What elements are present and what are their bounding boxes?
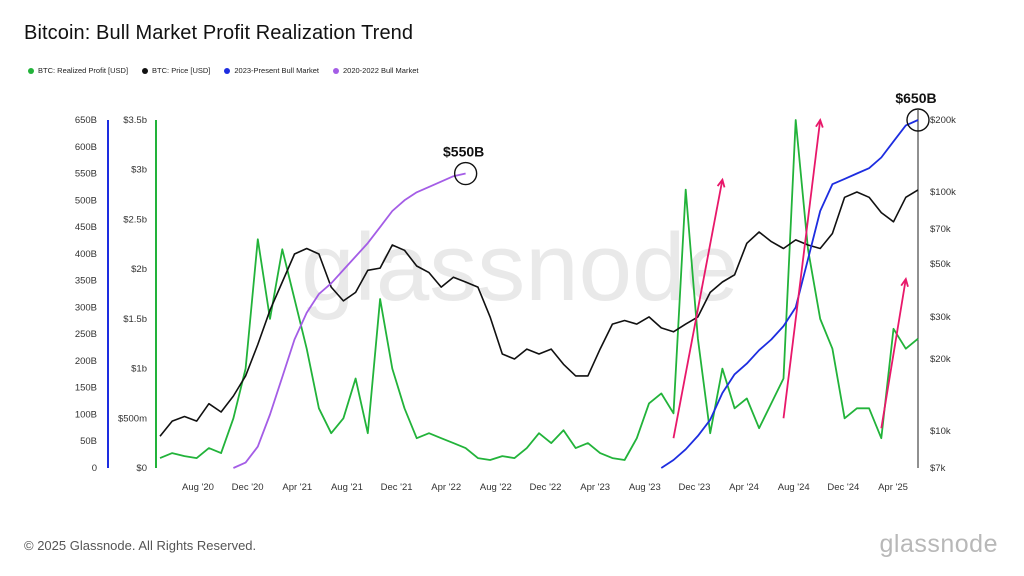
- annotation-label-1: $550B: [443, 144, 484, 160]
- realized-profit-tick-label: $2.5b: [123, 214, 147, 225]
- legend-swatch-bull-2020: [333, 67, 339, 74]
- chart-title: Bitcoin: Bull Market Profit Realization …: [24, 22, 414, 44]
- trend-arrow-1: [672, 179, 724, 439]
- trend-arrow-head-3: [900, 277, 909, 288]
- x-tick-label: Dec '23: [678, 482, 710, 493]
- legend-label-realized-profit: BTC: Realized Profit [USD]: [38, 66, 129, 75]
- legend-item-bull-2020[interactable]: 2020-2022 Bull Market: [333, 66, 418, 75]
- annotation-circle-2: [906, 108, 930, 132]
- legend-item-realized-profit[interactable]: BTC: Realized Profit [USD]: [28, 66, 128, 75]
- cumulative-tick-label: 600B: [75, 142, 97, 153]
- realized-profit-tick-label: $500m: [118, 413, 147, 424]
- realized-profit-line: [159, 119, 919, 461]
- realized-profit-tick-label: $0: [136, 463, 147, 474]
- x-tick-label: Dec '22: [530, 482, 562, 493]
- brand-logo-text: glassnode: [879, 530, 998, 558]
- trend-arrow-3: [880, 278, 907, 429]
- legend-label-bull-2020: 2020-2022 Bull Market: [343, 66, 419, 75]
- x-tick-label: Apr '24: [729, 482, 759, 493]
- x-tick-label: Dec '21: [381, 482, 413, 493]
- x-tick-label: Aug '24: [778, 482, 810, 493]
- x-tick-label: Dec '20: [232, 482, 264, 493]
- cumulative-tick-label: 300B: [75, 302, 97, 313]
- x-tick-label: Aug '22: [480, 482, 512, 493]
- legend-swatch-bull-2023: [224, 67, 231, 74]
- x-tick-label: Apr '25: [878, 482, 908, 493]
- copyright-footer: © 2025 Glassnode. All Rights Reserved.: [24, 538, 257, 553]
- price-tick-label: $20k: [930, 354, 951, 365]
- trend-arrow-head-2: [815, 117, 824, 128]
- annotation-circle-1: [453, 161, 478, 186]
- price-tick-label: $7k: [930, 463, 946, 474]
- realized-profit-tick-label: $3b: [131, 165, 147, 176]
- price-tick-label: $50k: [930, 259, 951, 270]
- x-tick-label: Apr '23: [580, 482, 610, 493]
- legend-item-bull-2023[interactable]: 2023-Present Bull Market: [224, 66, 319, 75]
- watermark: glassnode: [301, 214, 739, 321]
- x-tick-label: Aug '23: [629, 482, 661, 493]
- legend-swatch-price: [142, 67, 149, 74]
- bull-2020-line: [233, 172, 466, 469]
- realized-profit-tick-label: $2b: [131, 264, 147, 275]
- x-tick-label: Apr '22: [431, 482, 461, 493]
- price-tick-label: $70k: [930, 224, 951, 235]
- x-tick-label: Aug '21: [331, 482, 363, 493]
- cumulative-tick-label: 50B: [80, 436, 97, 447]
- legend-swatch-realized-profit: [28, 67, 34, 74]
- legend: BTC: Realized Profit [USD] BTC: Price [U…: [28, 66, 418, 75]
- cumulative-tick-label: 100B: [75, 409, 97, 420]
- cumulative-tick-label: 400B: [75, 249, 97, 260]
- bull-2023-line: [660, 119, 919, 469]
- x-tick-label: Aug '20: [182, 482, 214, 493]
- legend-item-price[interactable]: BTC: Price [USD]: [142, 66, 210, 75]
- cumulative-tick-label: 450B: [75, 222, 97, 233]
- realized-profit-tick-label: $3.5b: [123, 115, 147, 126]
- cumulative-tick-label: 150B: [75, 383, 97, 394]
- realized-profit-tick-label: $1b: [131, 364, 147, 375]
- legend-label-bull-2023: 2023-Present Bull Market: [234, 66, 319, 75]
- price-tick-label: $100k: [930, 187, 956, 198]
- cumulative-tick-label: 350B: [75, 276, 97, 287]
- annotation-label-2: $650B: [895, 90, 936, 106]
- trend-arrow-2: [782, 119, 822, 419]
- cumulative-tick-label: 650B: [75, 115, 97, 126]
- cumulative-tick-label: 500B: [75, 195, 97, 206]
- cumulative-tick-label: 550B: [75, 169, 97, 180]
- x-tick-label: Dec '24: [827, 482, 859, 493]
- price-line: [159, 189, 919, 437]
- x-tick-label: Apr '21: [282, 482, 312, 493]
- realized-profit-tick-label: $1.5b: [123, 314, 147, 325]
- cumulative-tick-label: 0: [92, 463, 97, 474]
- cumulative-tick-label: 200B: [75, 356, 97, 367]
- legend-label-price: BTC: Price [USD]: [152, 66, 211, 75]
- trend-arrow-head-1: [716, 177, 726, 188]
- price-tick-label: $30k: [930, 312, 951, 323]
- price-tick-label: $10k: [930, 426, 951, 437]
- cumulative-tick-label: 250B: [75, 329, 97, 340]
- price-tick-label: $200k: [930, 115, 956, 126]
